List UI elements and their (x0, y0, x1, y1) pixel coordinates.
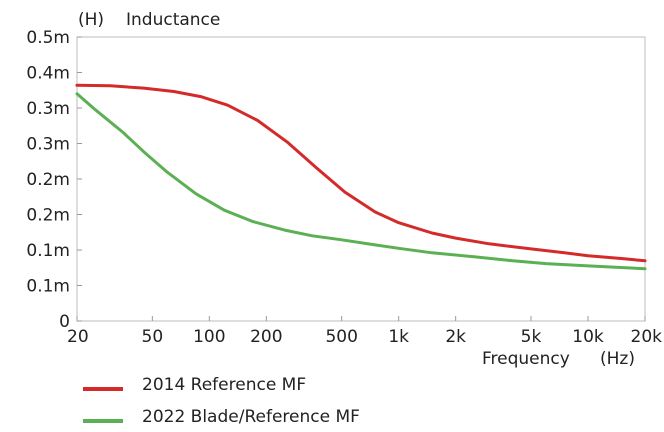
y-tick-label: 0.3m (26, 99, 70, 119)
x-tick-label: 1k (388, 327, 409, 347)
series-line-1 (75, 83, 647, 263)
x-tick-label: 100 (193, 327, 225, 347)
x-axis-title: Frequency (482, 349, 570, 369)
legend-label-2022-blade: 2022 Blade/Reference MF (142, 407, 360, 427)
y-tick-label: 0.2m (26, 206, 70, 226)
x-tick-label: 20k (631, 327, 663, 347)
x-tick-label: 10k (572, 327, 604, 347)
y-axis-ticks: 0 0.1m 0.1m 0.2m 0.2m 0.3m 0.3m 0.4m 0.5m (26, 28, 82, 332)
x-axis-ticks: 20 50 100 200 500 1k 2k 5k 10k 20k (67, 316, 662, 347)
x-tick-label: 2k (445, 327, 466, 347)
y-axis-title: Inductance (126, 10, 220, 30)
x-tick-label: 5k (521, 327, 542, 347)
legend: 2014 Reference MF 2022 Blade/Reference M… (83, 375, 360, 427)
y-tick-label: 0.4m (26, 64, 70, 84)
x-axis-unit: (Hz) (600, 349, 635, 369)
y-tick-label: 0.3m (26, 135, 70, 155)
y-axis-unit: (H) (78, 10, 104, 30)
legend-label-2014-reference: 2014 Reference MF (142, 375, 306, 395)
y-tick-label: 0.5m (26, 28, 70, 48)
y-tick-label: 0.2m (26, 170, 70, 190)
x-tick-label: 20 (67, 327, 89, 347)
x-tick-label: 50 (142, 327, 164, 347)
y-tick-label: 0 (59, 312, 70, 332)
y-tick-label: 0.1m (26, 277, 70, 297)
plot-frame (76, 36, 646, 322)
x-tick-label: 200 (250, 327, 282, 347)
x-tick-label: 500 (325, 327, 357, 347)
series-lines (75, 83, 647, 271)
series-line-2 (75, 92, 647, 271)
y-tick-label: 0.1m (26, 241, 70, 261)
